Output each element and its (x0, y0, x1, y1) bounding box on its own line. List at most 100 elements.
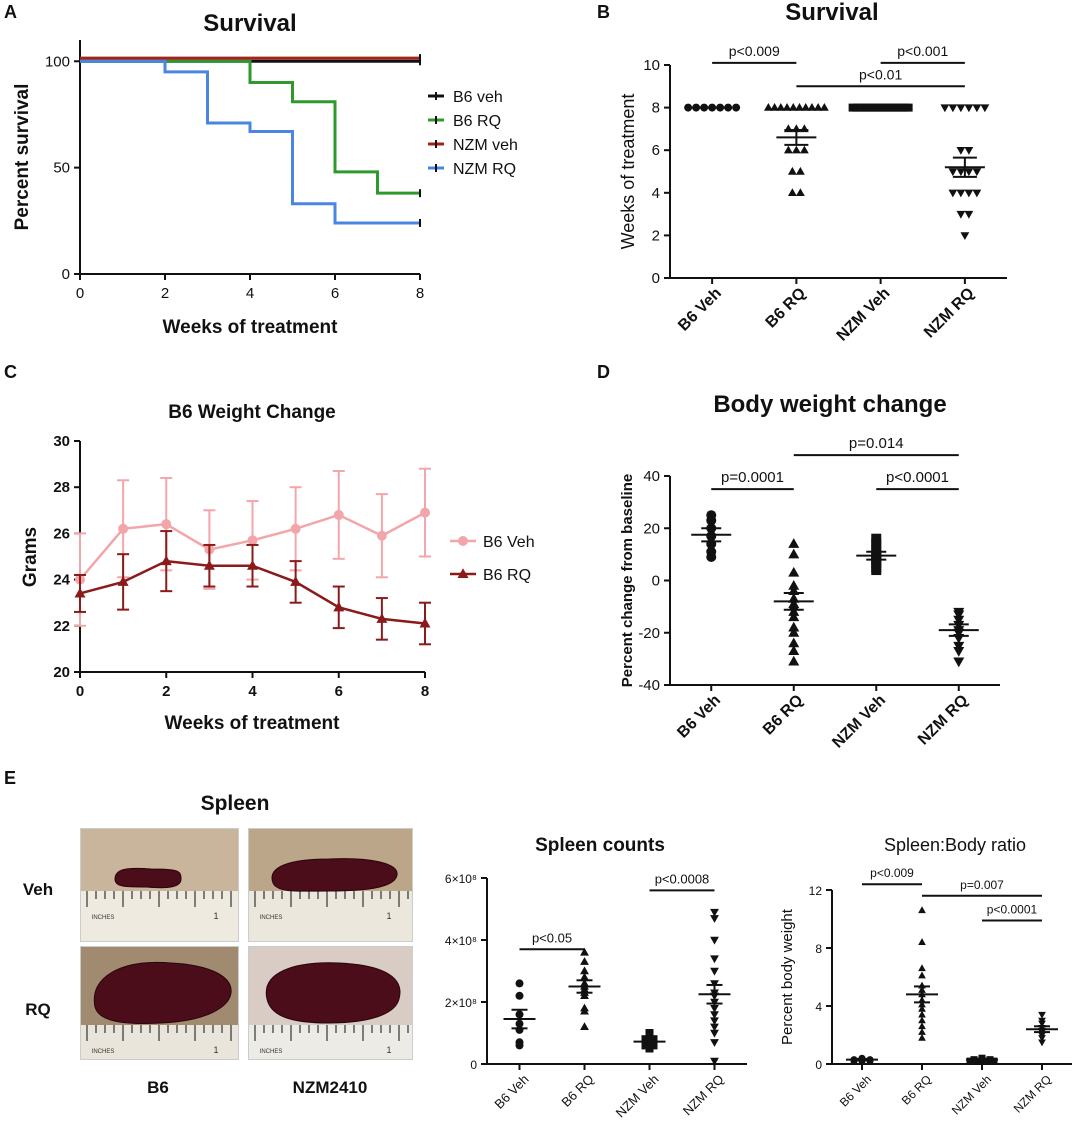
data-point (160, 555, 172, 566)
y-tick-label: 100 (45, 53, 70, 70)
x-tick-label: 6 (335, 683, 343, 700)
data-point (918, 1028, 926, 1035)
legend-label: B6 Veh (483, 534, 535, 551)
data-point (710, 915, 719, 923)
data-point (918, 964, 926, 972)
data-point (710, 1011, 719, 1019)
panel-e-ratio: Spleen:Body ratio 0 4 8 12 Percent body weigh… (779, 835, 1072, 1117)
data-point (964, 104, 974, 113)
significance-label: p<0.0008 (655, 871, 710, 886)
photo-b6-veh: INCHES 1 (80, 828, 239, 942)
category-label: NZM RQ (921, 285, 978, 342)
y-axis-label: Weeks of treatment (618, 94, 638, 250)
data-point (964, 189, 974, 198)
x-tick-label: 0 (76, 285, 84, 302)
data-point (948, 189, 958, 198)
y-axis-label: Percent survival (12, 84, 33, 231)
data-point (580, 957, 589, 965)
data-point (1038, 1020, 1046, 1028)
data-point (515, 979, 524, 988)
y-tick-label: 6 (652, 142, 660, 159)
data-point (953, 657, 965, 668)
data-point (787, 166, 797, 175)
data-point (918, 938, 926, 945)
data-point (953, 610, 965, 621)
y-axis-label: Percent change from baseline (619, 474, 636, 687)
significance-label: p=0.014 (849, 435, 904, 452)
ruler (249, 891, 412, 941)
category-label: B6 RQ (899, 1072, 934, 1107)
data-point (580, 991, 589, 999)
legend-label: B6 RQ (483, 567, 531, 584)
series-line (80, 59, 420, 225)
photo-nzm-veh: INCHES 1 (248, 828, 413, 942)
data-point (918, 1010, 926, 1018)
data-point (956, 168, 966, 177)
y-tick-label: -20 (638, 625, 660, 642)
significance-label: p<0.009 (729, 43, 780, 59)
data-point (871, 533, 882, 544)
panel-b: Survival 0 2 4 6 8 10 Weeks of treatment B6 Veh B… (618, 0, 1007, 345)
data-point (788, 103, 798, 111)
category-label: NZM Veh (829, 692, 889, 752)
ruler-text: INCHES (92, 915, 115, 921)
photo-nzm-rq: INCHES 1 (248, 946, 413, 1060)
data-point (960, 232, 970, 240)
data-point (203, 559, 215, 570)
legend-label: NZM RQ (453, 161, 516, 178)
data-point (918, 1004, 926, 1012)
data-point (376, 613, 388, 623)
data-point (918, 971, 926, 979)
data-point (776, 103, 786, 111)
category-label: B6 RQ (763, 285, 810, 332)
significance-label: p<0.009 (870, 866, 914, 880)
ruler-mark: 1 (213, 911, 218, 921)
x-axis-label: Weeks of treatment (165, 713, 341, 734)
data-point (964, 147, 974, 155)
panel-a: Survival 0 2 4 6 8 0 50 100 Weeks of treatment Per… (12, 10, 518, 338)
chart-title: Survival (203, 10, 296, 37)
data-point (710, 1029, 719, 1038)
data-point (419, 617, 431, 628)
data-point (788, 645, 800, 656)
column-label-nzm: NZM2410 (293, 1078, 368, 1097)
category-label: NZM Veh (613, 1072, 662, 1121)
data-point (788, 566, 800, 577)
data-point (956, 104, 966, 113)
y-tick-label: 40 (643, 468, 660, 485)
category-label: NZM Veh (949, 1072, 994, 1117)
data-point (710, 1057, 719, 1066)
data-point (953, 615, 965, 626)
ruler-mark: 1 (213, 1045, 218, 1055)
y-tick-label: 0 (62, 266, 70, 283)
panel-label-b: B (597, 2, 610, 22)
legend-label: B6 veh (453, 89, 503, 106)
ruler-text: INCHES (260, 915, 283, 921)
data-point (964, 210, 974, 219)
data-point (515, 1041, 524, 1050)
y-axis-label: Percent body weight (779, 908, 796, 1045)
data-point (1038, 1035, 1046, 1042)
data-point (290, 576, 302, 586)
series-line (80, 59, 420, 195)
ruler-mark: 1 (386, 1045, 391, 1055)
significance-label: p=0.0001 (721, 469, 784, 486)
data-point (580, 972, 589, 981)
y-tick-label: 10 (643, 57, 660, 74)
data-point (788, 611, 800, 622)
data-point (791, 145, 801, 154)
y-tick-label: 8 (815, 942, 822, 956)
photo-illustration: INCHES 1 (249, 858, 412, 941)
y-tick-label: 24 (53, 572, 70, 589)
photo-title: Spleen (201, 792, 270, 815)
data-point (333, 601, 345, 612)
data-point (645, 1044, 654, 1053)
x-tick-label: 8 (421, 683, 429, 700)
ruler (249, 1025, 412, 1059)
data-point (918, 1033, 926, 1041)
panel-label-c: C (4, 362, 17, 382)
category-label: B6 Veh (491, 1072, 531, 1112)
chart-title: Survival (785, 0, 878, 26)
